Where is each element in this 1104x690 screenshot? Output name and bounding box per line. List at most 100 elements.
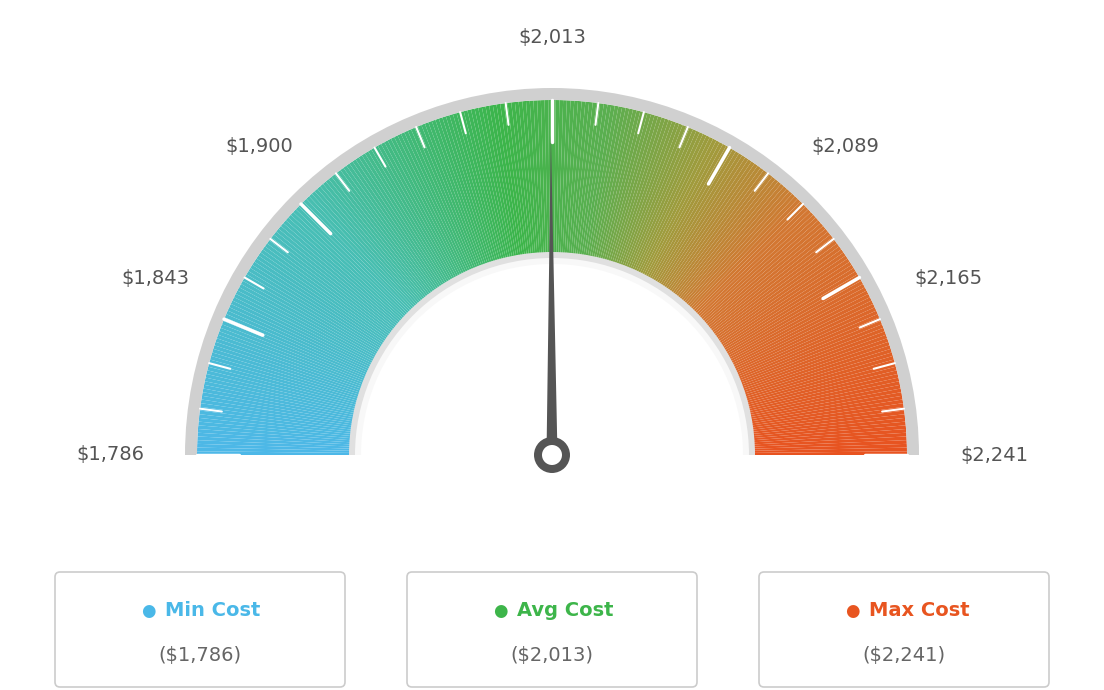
Wedge shape — [411, 128, 477, 276]
Wedge shape — [724, 287, 867, 364]
Wedge shape — [414, 126, 478, 275]
Wedge shape — [702, 228, 828, 333]
Wedge shape — [739, 349, 892, 399]
Wedge shape — [226, 310, 374, 377]
Text: ●: ● — [845, 602, 859, 620]
Wedge shape — [371, 148, 455, 287]
Wedge shape — [315, 188, 423, 310]
Wedge shape — [624, 125, 686, 275]
Wedge shape — [743, 381, 900, 417]
Wedge shape — [397, 134, 469, 279]
Wedge shape — [593, 108, 629, 265]
Wedge shape — [296, 206, 413, 320]
Wedge shape — [677, 181, 782, 306]
Wedge shape — [673, 177, 775, 304]
Wedge shape — [261, 249, 393, 344]
Wedge shape — [422, 124, 482, 274]
Wedge shape — [725, 290, 869, 366]
Wedge shape — [611, 116, 661, 270]
Wedge shape — [276, 228, 402, 333]
Wedge shape — [626, 126, 690, 275]
Wedge shape — [689, 201, 803, 317]
Wedge shape — [391, 137, 465, 282]
Wedge shape — [733, 321, 882, 383]
Wedge shape — [418, 125, 480, 275]
Wedge shape — [211, 353, 365, 401]
Wedge shape — [733, 324, 883, 385]
FancyBboxPatch shape — [407, 572, 697, 687]
Wedge shape — [652, 151, 739, 289]
Wedge shape — [210, 356, 364, 402]
Wedge shape — [508, 102, 530, 262]
Wedge shape — [199, 414, 359, 435]
Wedge shape — [432, 120, 488, 272]
Wedge shape — [697, 217, 818, 326]
Wedge shape — [552, 100, 555, 260]
Wedge shape — [675, 179, 778, 305]
Wedge shape — [368, 150, 453, 288]
Wedge shape — [203, 385, 361, 418]
Wedge shape — [230, 304, 375, 374]
Wedge shape — [272, 235, 400, 335]
Text: Min Cost: Min Cost — [164, 601, 261, 620]
Wedge shape — [722, 281, 863, 361]
Wedge shape — [696, 215, 816, 324]
Wedge shape — [503, 103, 528, 262]
Wedge shape — [359, 155, 447, 291]
Wedge shape — [604, 113, 651, 268]
Wedge shape — [394, 135, 467, 280]
Wedge shape — [235, 290, 379, 366]
Wedge shape — [637, 135, 710, 280]
Wedge shape — [340, 168, 437, 299]
Wedge shape — [651, 150, 736, 288]
Wedge shape — [634, 132, 703, 279]
Wedge shape — [629, 129, 697, 277]
Wedge shape — [538, 100, 545, 260]
Wedge shape — [737, 345, 891, 397]
Wedge shape — [301, 201, 415, 317]
Wedge shape — [252, 262, 389, 351]
Text: ($1,786): ($1,786) — [159, 647, 242, 665]
Wedge shape — [338, 170, 436, 299]
Wedge shape — [715, 262, 852, 351]
Wedge shape — [200, 403, 359, 428]
Wedge shape — [622, 124, 682, 274]
Wedge shape — [732, 317, 881, 382]
Wedge shape — [401, 132, 470, 279]
Wedge shape — [216, 335, 369, 391]
Wedge shape — [583, 104, 612, 263]
Wedge shape — [744, 400, 903, 426]
Wedge shape — [201, 396, 360, 424]
Wedge shape — [595, 108, 633, 265]
Wedge shape — [309, 194, 420, 313]
Wedge shape — [655, 153, 742, 290]
Wedge shape — [554, 100, 560, 260]
Wedge shape — [404, 130, 473, 277]
Wedge shape — [746, 433, 906, 445]
Wedge shape — [613, 117, 666, 270]
Wedge shape — [258, 253, 392, 346]
Wedge shape — [234, 294, 379, 368]
Text: ●: ● — [140, 602, 156, 620]
Wedge shape — [644, 142, 723, 284]
Wedge shape — [449, 114, 498, 268]
Wedge shape — [352, 159, 444, 294]
Wedge shape — [746, 418, 905, 437]
Wedge shape — [200, 411, 359, 433]
Wedge shape — [657, 155, 745, 291]
Wedge shape — [745, 407, 904, 431]
Wedge shape — [736, 338, 889, 393]
Wedge shape — [198, 429, 358, 443]
Wedge shape — [574, 102, 596, 262]
Wedge shape — [197, 451, 357, 455]
Wedge shape — [355, 258, 749, 455]
Wedge shape — [227, 307, 374, 375]
Wedge shape — [584, 105, 615, 263]
Wedge shape — [741, 363, 895, 406]
Wedge shape — [723, 284, 864, 363]
Wedge shape — [222, 321, 371, 383]
Text: ($2,013): ($2,013) — [510, 647, 594, 665]
Wedge shape — [725, 294, 870, 368]
Wedge shape — [586, 106, 618, 264]
Wedge shape — [220, 328, 370, 387]
